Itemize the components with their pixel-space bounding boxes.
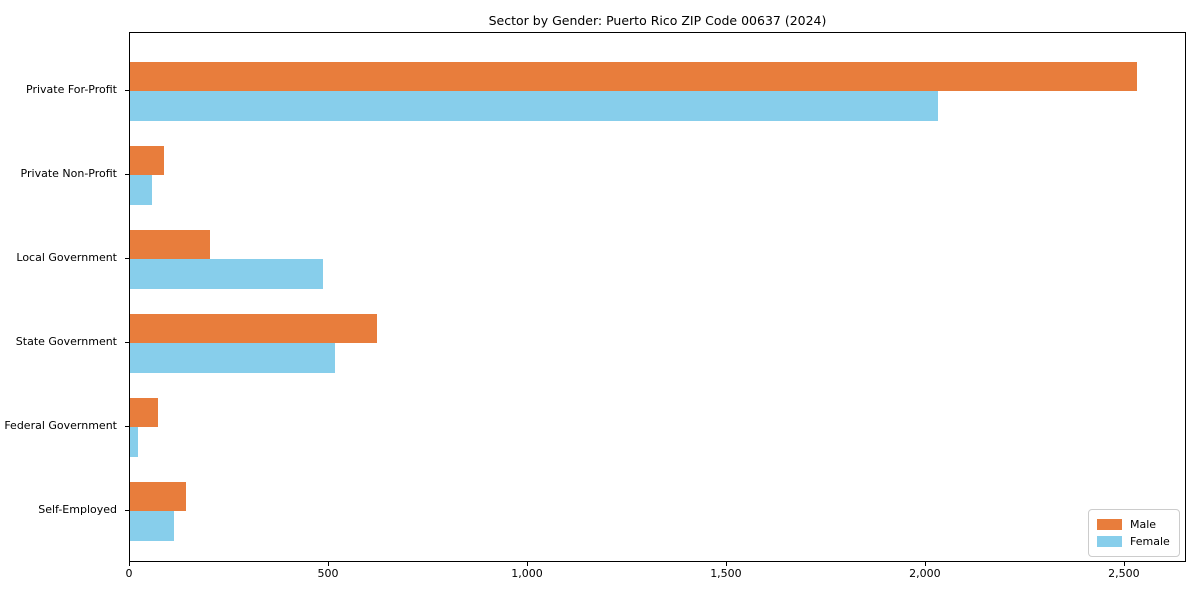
- legend-item-female: Female: [1097, 533, 1171, 550]
- legend-swatch-male: [1097, 519, 1122, 530]
- y-tick-mark: [125, 174, 129, 175]
- bar-female-self-employed: [130, 511, 174, 541]
- y-tick-mark: [125, 510, 129, 511]
- x-tick-label-1-500: 1,500: [710, 567, 742, 580]
- bar-male-private-non-profit: [130, 145, 164, 175]
- y-tick-label-private-non-profit: Private Non-Profit: [20, 167, 117, 180]
- bar-male-private-for-profit: [130, 61, 1137, 91]
- y-tick-mark: [125, 258, 129, 259]
- legend-item-male: Male: [1097, 516, 1171, 533]
- legend-label-female: Female: [1130, 535, 1170, 548]
- x-tick-mark: [924, 562, 926, 566]
- bar-male-state-government: [130, 313, 377, 343]
- legend-label-male: Male: [1130, 518, 1157, 531]
- bar-female-private-non-profit: [130, 175, 152, 205]
- x-tick-mark: [526, 562, 528, 566]
- y-tick-label-self-employed: Self-Employed: [38, 503, 117, 516]
- bar-male-self-employed: [130, 481, 186, 511]
- x-tick-label-1-000: 1,000: [511, 567, 543, 580]
- legend: Male Female: [1088, 509, 1180, 557]
- legend-swatch-female: [1097, 536, 1122, 547]
- y-tick-label-federal-government: Federal Government: [4, 419, 117, 432]
- x-tick-label-2-500: 2,500: [1108, 567, 1140, 580]
- chart-title: Sector by Gender: Puerto Rico ZIP Code 0…: [488, 13, 827, 28]
- x-tick-label-0: 0: [125, 567, 133, 580]
- bar-female-local-government: [130, 259, 323, 289]
- y-tick-mark: [125, 90, 129, 91]
- y-tick-label-private-for-profit: Private For-Profit: [26, 83, 117, 96]
- x-tick-mark: [129, 562, 130, 566]
- bar-male-federal-government: [130, 397, 158, 427]
- plot-area: Male Female: [129, 32, 1186, 562]
- bar-female-private-for-profit: [130, 91, 938, 121]
- x-tick-label-500: 500: [317, 567, 339, 580]
- x-tick-label-2-000: 2,000: [909, 567, 941, 580]
- y-tick-label-local-government: Local Government: [16, 251, 117, 264]
- y-tick-mark: [125, 342, 129, 343]
- bar-male-local-government: [130, 229, 210, 259]
- bar-female-state-government: [130, 343, 335, 373]
- x-tick-mark: [327, 562, 329, 566]
- x-tick-mark: [725, 562, 727, 566]
- y-tick-mark: [125, 426, 129, 427]
- y-tick-label-state-government: State Government: [15, 335, 117, 348]
- x-tick-mark: [1123, 562, 1125, 566]
- bar-female-federal-government: [130, 427, 138, 457]
